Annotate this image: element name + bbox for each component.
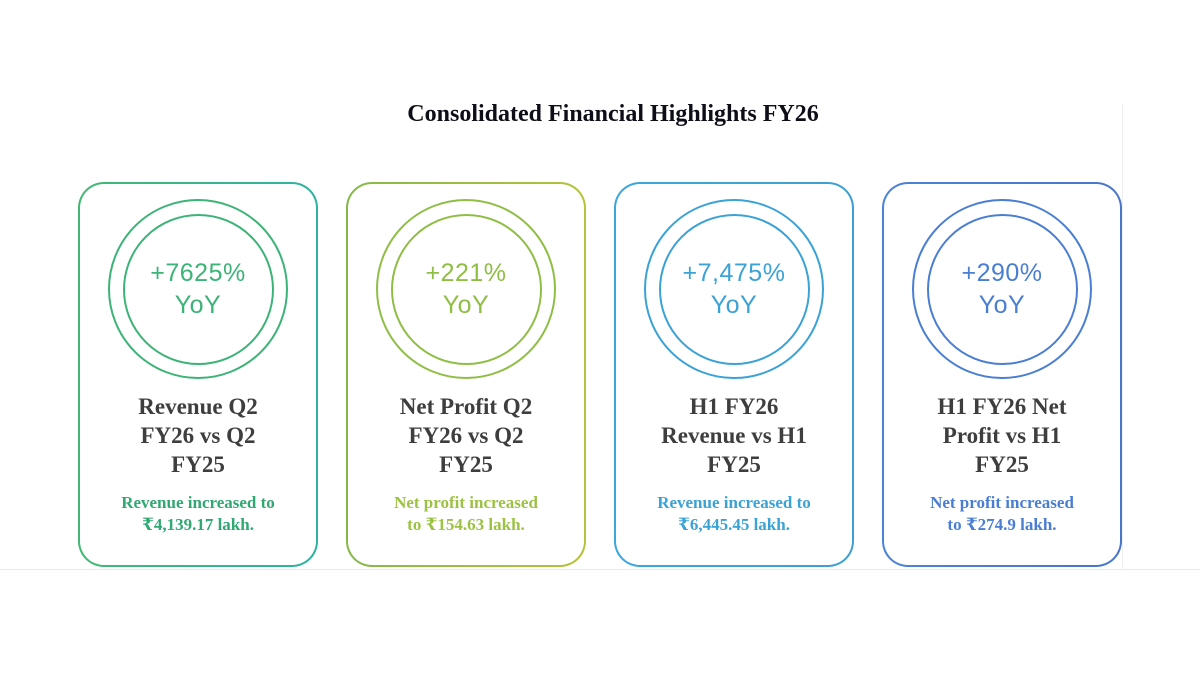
page-title: Consolidated Financial Highlights FY26 bbox=[407, 101, 819, 127]
yoy-ring-badge: +7,475% YoY bbox=[644, 199, 824, 379]
growth-suffix: YoY bbox=[710, 291, 758, 319]
growth-suffix: YoY bbox=[442, 291, 490, 319]
yoy-ring-badge: +221% YoY bbox=[376, 199, 556, 379]
yoy-ring-inner: +7625% YoY bbox=[122, 213, 274, 365]
card-body: +7,475% YoY H1 FY26 Revenue vs H1 FY25 R… bbox=[616, 184, 852, 565]
card-note: Revenue increased to ₹6,445.45 lakh. bbox=[657, 493, 811, 534]
card-title: Net Profit Q2 FY26 vs Q2 FY25 bbox=[399, 394, 533, 477]
growth-value: +290% bbox=[961, 259, 1043, 287]
growth-suffix: YoY bbox=[174, 291, 222, 319]
card-h1-net-profit: +290% YoY H1 FY26 Net Profit vs H1 FY25 … bbox=[882, 182, 1122, 567]
card-note: Net profit increased to ₹274.9 lakh. bbox=[930, 493, 1074, 534]
card-h1-revenue: +7,475% YoY H1 FY26 Revenue vs H1 FY25 R… bbox=[614, 182, 854, 567]
card-revenue-q2: +7625% YoY Revenue Q2 FY26 vs Q2 FY25 Re… bbox=[78, 182, 318, 567]
figure-right-edge-line bbox=[1122, 103, 1123, 569]
growth-suffix: YoY bbox=[978, 291, 1026, 319]
highlight-cards-row: +7625% YoY Revenue Q2 FY26 vs Q2 FY25 Re… bbox=[78, 182, 1122, 567]
growth-value: +221% bbox=[425, 259, 507, 287]
yoy-ring-inner: +7,475% YoY bbox=[658, 213, 810, 365]
card-body: +290% YoY H1 FY26 Net Profit vs H1 FY25 … bbox=[884, 184, 1120, 565]
yoy-ring-badge: +7625% YoY bbox=[108, 199, 288, 379]
yoy-ring-inner: +290% YoY bbox=[926, 213, 1078, 365]
card-body: +7625% YoY Revenue Q2 FY26 vs Q2 FY25 Re… bbox=[80, 184, 316, 565]
card-title: H1 FY26 Revenue vs H1 FY25 bbox=[661, 394, 807, 477]
card-net-profit-q2: +221% YoY Net Profit Q2 FY26 vs Q2 FY25 … bbox=[346, 182, 586, 567]
card-body: +221% YoY Net Profit Q2 FY26 vs Q2 FY25 … bbox=[348, 184, 584, 565]
card-title: H1 FY26 Net Profit vs H1 FY25 bbox=[937, 394, 1067, 477]
growth-value: +7,475% bbox=[682, 259, 786, 287]
card-title: Revenue Q2 FY26 vs Q2 FY25 bbox=[138, 394, 258, 477]
yoy-ring-badge: +290% YoY bbox=[912, 199, 1092, 379]
yoy-ring-inner: +221% YoY bbox=[390, 213, 542, 365]
figure-bottom-edge-line bbox=[0, 569, 1200, 570]
card-note: Net profit increased to ₹154.63 lakh. bbox=[394, 493, 538, 534]
growth-value: +7625% bbox=[150, 259, 246, 287]
card-note: Revenue increased to ₹4,139.17 lakh. bbox=[121, 493, 275, 534]
